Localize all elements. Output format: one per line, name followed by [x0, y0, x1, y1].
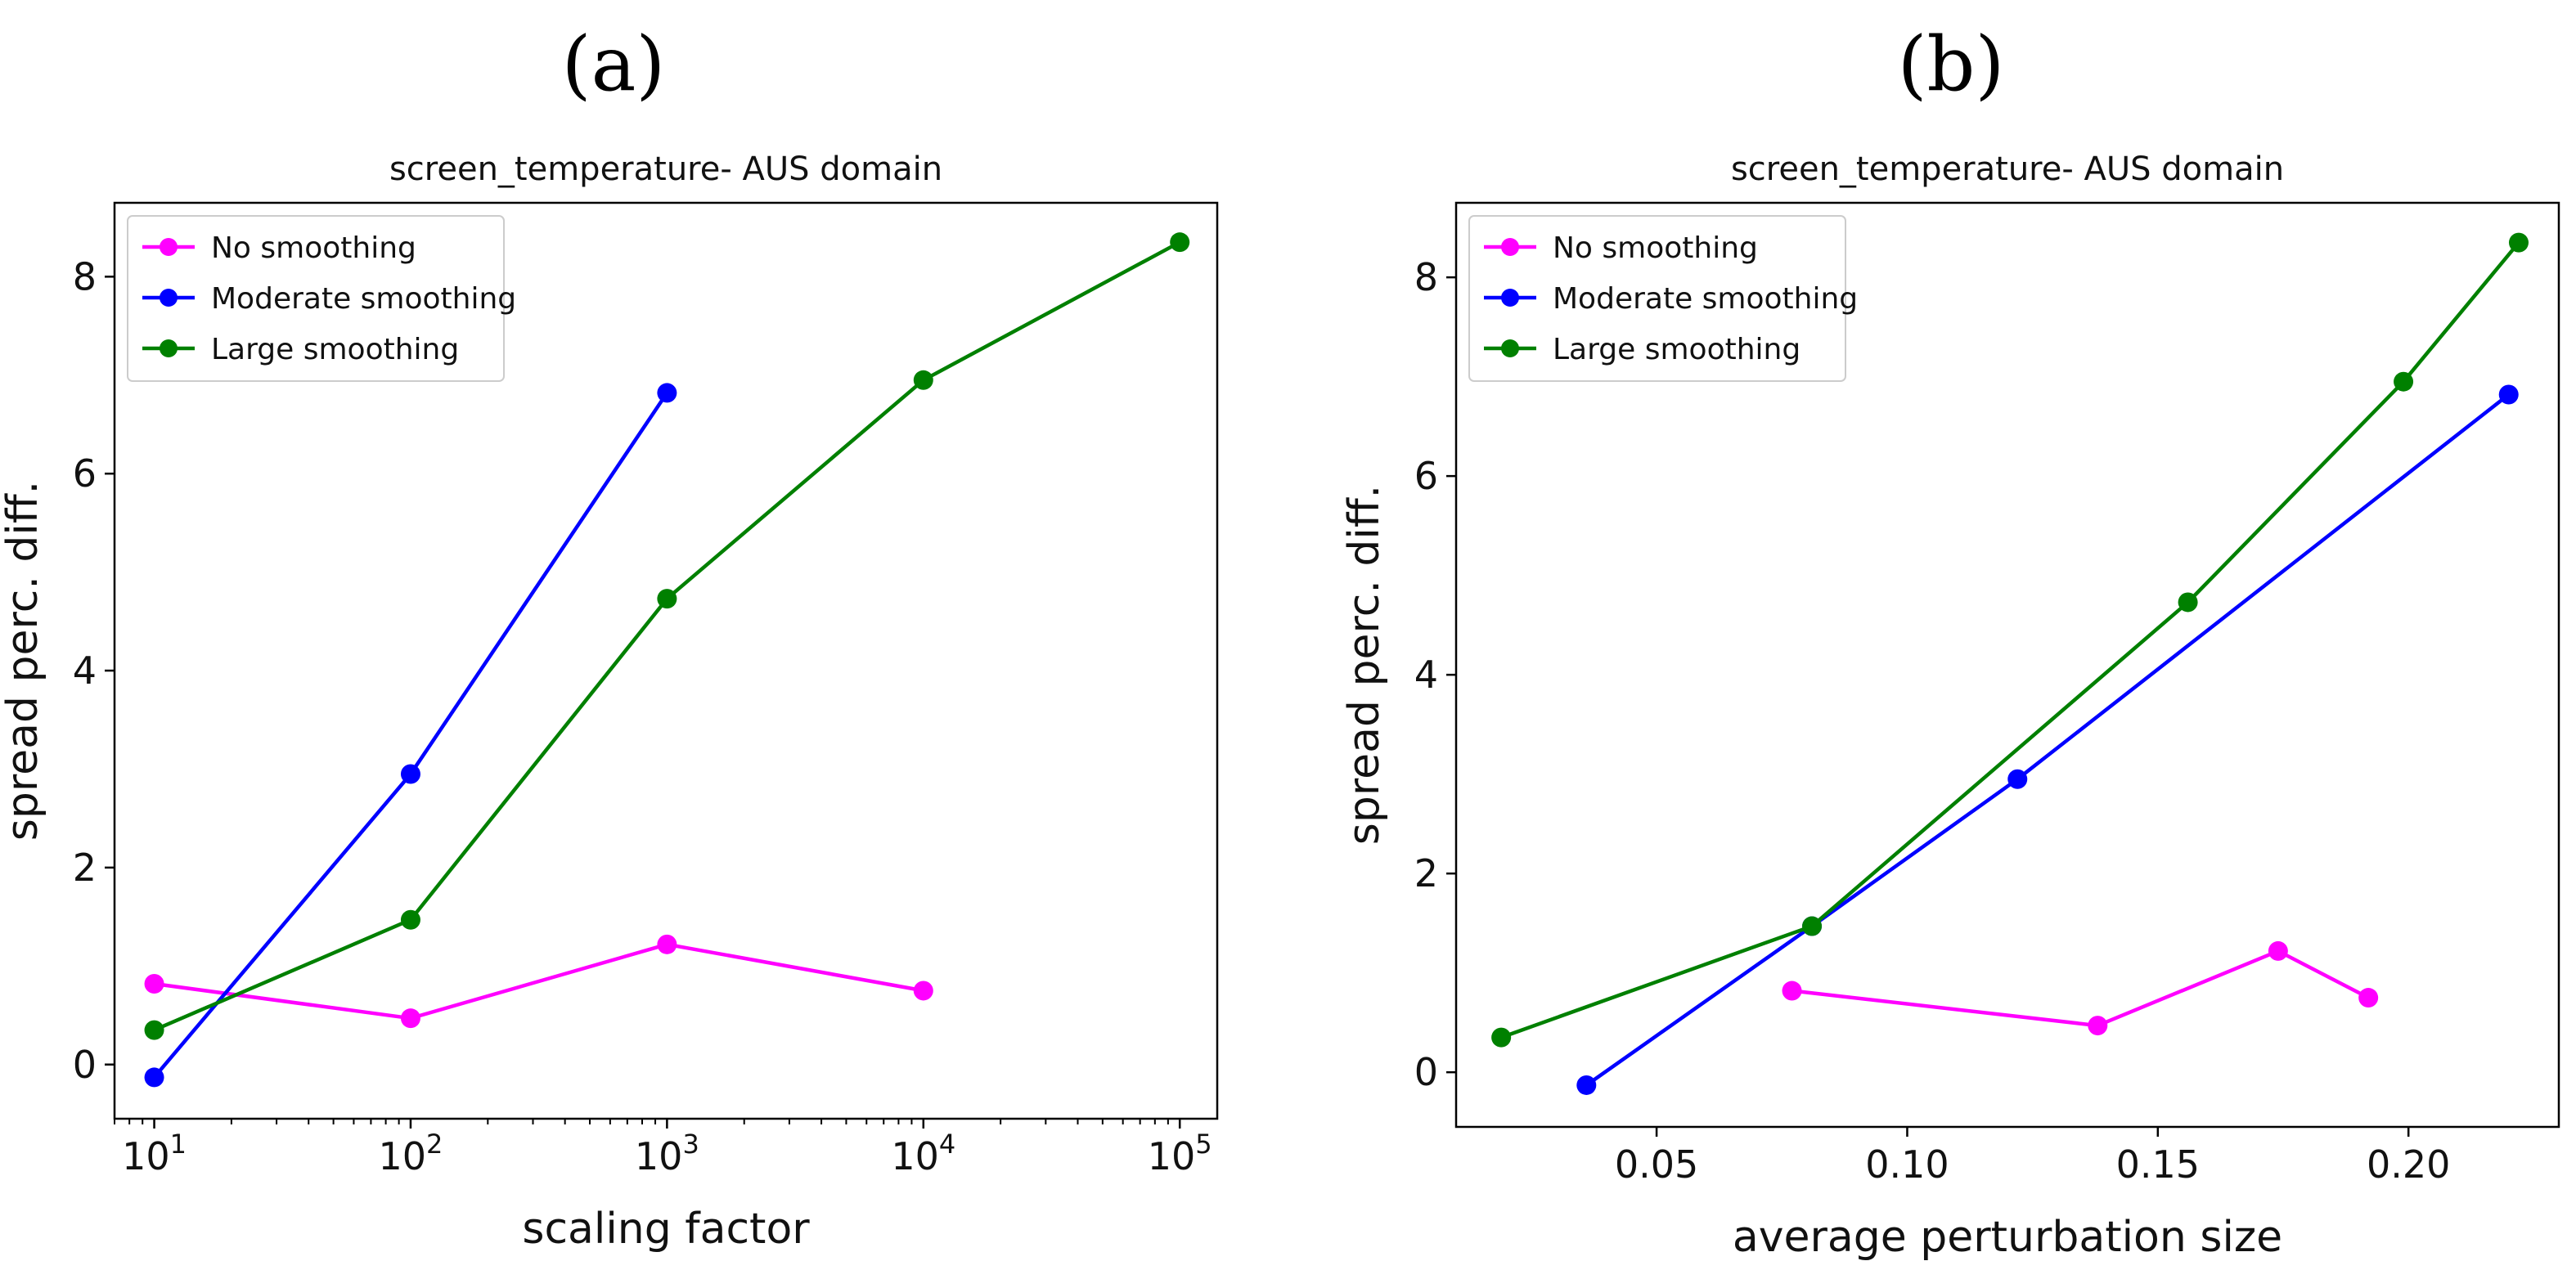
data-point [400, 1008, 420, 1029]
data-point [1782, 981, 1802, 1001]
x-tick-label: 101 [122, 1129, 187, 1178]
chart-title: screen_temperature- AUS domain [1731, 150, 2284, 188]
legend-label: Moderate smoothing [1553, 282, 1858, 316]
series-no-smoothing [144, 934, 933, 1029]
series-large-smoothing [1491, 232, 2529, 1048]
panel-label: (b) [1898, 20, 2005, 108]
legend-marker [1501, 238, 1519, 256]
x-tick-label: 0.20 [2367, 1142, 2450, 1187]
x-axis-label: scaling factor [522, 1205, 810, 1254]
data-point [913, 370, 933, 390]
series-line [154, 942, 924, 1021]
chart-title: screen_temperature- AUS domain [389, 150, 942, 188]
series-large-smoothing [144, 232, 1190, 1040]
series-moderate-smoothing [144, 383, 677, 1088]
x-tick-label: 102 [379, 1129, 443, 1178]
data-point [657, 383, 677, 403]
y-axis-label: spread perc. diff. [0, 481, 47, 841]
legend-item: No smoothing [142, 231, 416, 265]
data-point [2508, 232, 2529, 253]
legend-marker [160, 339, 178, 357]
data-point [2358, 988, 2379, 1008]
data-point [400, 909, 420, 930]
legend-item: Moderate smoothing [1484, 282, 1858, 316]
data-point [144, 1067, 164, 1088]
data-point [1170, 232, 1190, 253]
legend-label: Large smoothing [1553, 333, 1801, 366]
data-point [2088, 1016, 2108, 1036]
y-tick-label: 2 [1414, 851, 1438, 895]
chart-panel-1: (a) screen_temperature- AUS domain 0 2 4 6 8 10… [0, 20, 1219, 1254]
series-line [1585, 393, 2511, 1087]
legend-box [1468, 215, 1846, 382]
data-point [2394, 371, 2414, 392]
data-point [913, 981, 933, 1001]
legend-box [127, 215, 505, 382]
y-tick-label: 4 [1414, 653, 1438, 697]
legend-item: Moderate smoothing [142, 282, 516, 316]
y-tick-label: 2 [73, 846, 97, 890]
x-tick-label: 104 [891, 1129, 955, 1178]
series-line [1792, 949, 2370, 1028]
legend-label: No smoothing [1553, 231, 1758, 265]
legend-marker [1501, 339, 1519, 357]
legend-label: No smoothing [211, 231, 416, 265]
y-tick-label: 8 [1414, 255, 1438, 299]
data-point [1802, 916, 1823, 936]
data-point [657, 589, 677, 609]
data-point [2268, 940, 2288, 961]
legend-marker [160, 238, 178, 256]
legend: No smoothing Moderate smoothing Large smoo… [1468, 215, 1858, 382]
legend: No smoothing Moderate smoothing Large smoo… [127, 215, 516, 382]
y-tick-label: 0 [73, 1043, 97, 1087]
x-tick-label: 103 [635, 1129, 699, 1178]
x-tick-label: 0.05 [1615, 1142, 1698, 1187]
y-tick-label: 8 [73, 254, 97, 298]
data-point [144, 1020, 164, 1040]
x-tick-label: 0.15 [2116, 1142, 2200, 1187]
y-axis-label: spread perc. diff. [1340, 485, 1389, 845]
x-tick-label: 105 [1148, 1129, 1212, 1178]
legend-marker [1501, 289, 1519, 307]
data-point [1491, 1027, 1512, 1048]
y-tick-label: 4 [73, 648, 97, 693]
data-point [400, 764, 420, 784]
legend-label: Moderate smoothing [211, 282, 516, 316]
y-tick-label: 6 [73, 451, 97, 496]
legend-item: No smoothing [1484, 231, 1758, 265]
legend-item: Large smoothing [142, 333, 459, 366]
chart-panel-2: (b) screen_temperature- AUS domain 0 2 4 6 8 0.… [1340, 20, 2560, 1262]
legend-item: Large smoothing [1484, 333, 1801, 366]
legend-marker [160, 289, 178, 307]
series-no-smoothing [1782, 940, 2379, 1036]
data-point [2178, 592, 2198, 613]
y-tick-label: 6 [1414, 454, 1438, 498]
panel-label: (a) [562, 20, 666, 108]
data-point [2007, 769, 2028, 789]
data-point [144, 974, 164, 994]
data-point [657, 934, 677, 954]
data-point [1576, 1075, 1597, 1095]
x-tick-label: 0.10 [1865, 1142, 1949, 1187]
legend-label: Large smoothing [211, 333, 459, 366]
x-axis-label: average perturbation size [1733, 1213, 2282, 1262]
y-tick-label: 0 [1414, 1050, 1438, 1094]
data-point [2498, 384, 2519, 405]
